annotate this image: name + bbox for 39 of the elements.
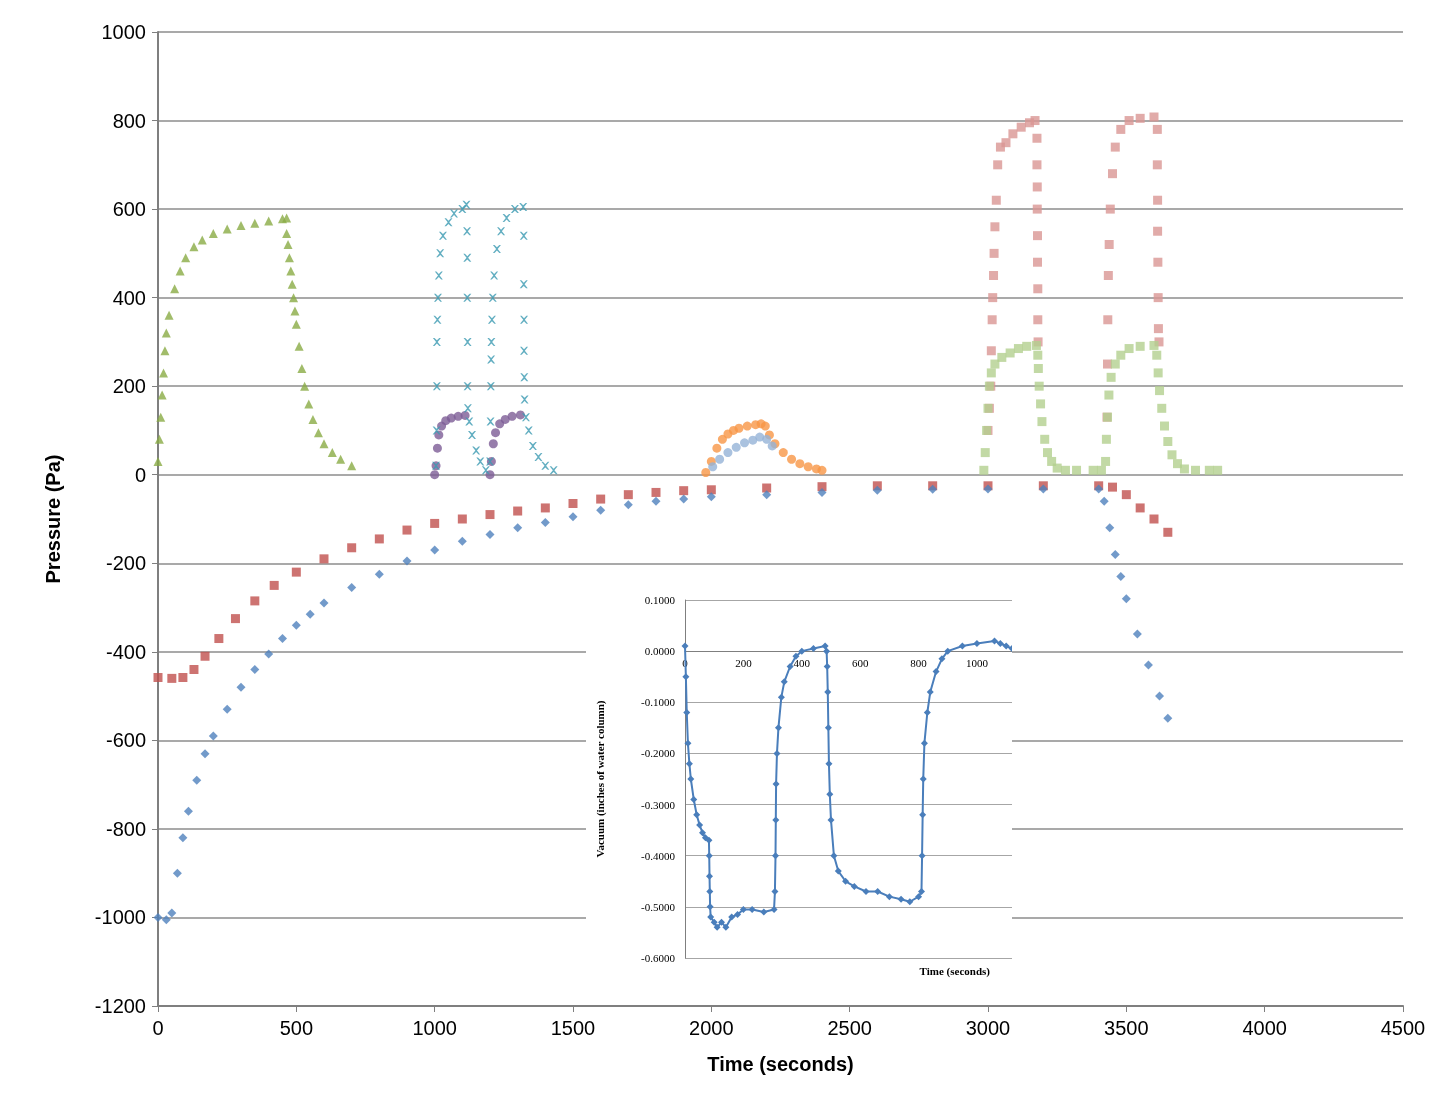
x-tick-label: 1000 <box>965 656 989 669</box>
x-tick-label: 3000 <box>965 1017 1011 1039</box>
y-tick-label: 0 <box>134 463 146 486</box>
y-tick-label: -1200 <box>94 995 146 1017</box>
y-axis-title: Pressure (Pa) <box>42 454 64 584</box>
y-tick-label: 0.0000 <box>644 645 676 658</box>
x-tick-label: 200 <box>735 656 753 669</box>
y-tick-label: 1000 <box>101 21 146 43</box>
x-tick-label: 600 <box>851 656 869 669</box>
x-tick-label: 3500 <box>1104 1017 1149 1039</box>
y-tick-label: 800 <box>112 109 146 132</box>
y-tick-label: -400 <box>105 640 146 663</box>
x-axis-title: Time (seconds) <box>707 1053 854 1075</box>
y-tick-label: -0.6000 <box>641 952 676 964</box>
y-tick-label: -200 <box>105 552 146 575</box>
x-tick-label: 0 <box>152 1017 164 1039</box>
y-axis-title: Vacuum (inches of water column) <box>593 700 607 858</box>
x-tick-label: 400 <box>793 656 811 669</box>
x-tick-label: 2000 <box>689 1017 734 1039</box>
x-tick-label: 500 <box>279 1017 314 1039</box>
y-tick-label: 0.1000 <box>644 594 676 606</box>
x-tick-label: 2500 <box>827 1017 872 1039</box>
y-tick-label: -0.1000 <box>641 696 676 709</box>
x-axis-title: Time (seconds) <box>919 964 991 978</box>
x-tick-label: 1000 <box>412 1017 457 1039</box>
x-tick-label: 4500 <box>1380 1017 1426 1039</box>
x-tick-label: 800 <box>910 656 928 669</box>
y-tick-label: -0.2000 <box>641 747 676 760</box>
y-tick-label: 400 <box>112 286 146 309</box>
y-tick-label: -600 <box>105 729 146 752</box>
y-tick-label: -0.4000 <box>641 849 676 862</box>
y-tick-label: 600 <box>112 198 146 221</box>
x-tick-label: 1500 <box>550 1017 596 1039</box>
y-tick-label: -0.3000 <box>641 798 676 811</box>
x-tick-label: 4000 <box>1242 1017 1287 1039</box>
y-tick-label: -0.5000 <box>641 900 676 913</box>
y-tick-label: -800 <box>105 817 146 840</box>
y-tick-label: -1000 <box>94 906 146 929</box>
y-tick-label: 200 <box>112 375 146 398</box>
